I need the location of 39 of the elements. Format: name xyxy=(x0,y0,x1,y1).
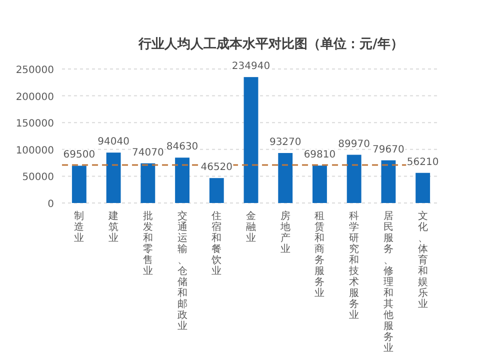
x-tick-label: 住宿和餐饮业 xyxy=(210,211,222,277)
x-tick-label: 批发和零售业 xyxy=(142,210,153,277)
data-label: 69810 xyxy=(304,150,336,161)
x-tick-label: 建筑业 xyxy=(108,210,119,244)
bar xyxy=(346,154,362,203)
x-tick-label: 房地产业 xyxy=(279,210,290,255)
bar xyxy=(106,152,121,203)
bar xyxy=(381,160,396,203)
y-tick-label: 200000 xyxy=(16,92,54,103)
bar xyxy=(209,178,224,203)
data-label: 79670 xyxy=(372,144,404,156)
data-label: 89970 xyxy=(338,138,370,150)
y-tick-label: 150000 xyxy=(16,118,54,130)
bar xyxy=(175,158,190,203)
bar xyxy=(140,163,156,203)
bar xyxy=(416,172,430,203)
x-tick-label: 制造业 xyxy=(74,210,84,244)
data-label: 46520 xyxy=(200,162,233,174)
x-tick-label: 金融业 xyxy=(246,210,256,244)
bar xyxy=(278,153,293,203)
data-label: 93270 xyxy=(269,137,302,148)
bar xyxy=(244,77,258,203)
y-tick-label: 250000 xyxy=(16,65,54,76)
category-label: 交通运输、仓储和邮政业 xyxy=(177,211,188,332)
data-label: 84630 xyxy=(166,142,198,153)
data-label: 69500 xyxy=(63,150,96,161)
bar xyxy=(72,166,86,203)
category-label: 居民服务、修理和其他服务业 xyxy=(383,211,394,354)
data-label: 74070 xyxy=(132,147,164,158)
data-label: 234940 xyxy=(232,61,270,72)
category-label: 科学研究和技术服务业 xyxy=(349,211,360,321)
y-tick-label: 50000 xyxy=(22,172,54,184)
x-tick-label: 租赁和商务服务业 xyxy=(314,211,325,299)
y-tick-label: 100000 xyxy=(16,145,54,156)
y-tick-label: 0 xyxy=(48,199,54,210)
bar xyxy=(312,166,327,203)
data-label: 94040 xyxy=(98,136,130,148)
chart-title: 行业人均人工成本水平对比图（单位：元/年） xyxy=(138,36,404,52)
category-label: 文化、体育和娱乐业 xyxy=(418,211,428,310)
